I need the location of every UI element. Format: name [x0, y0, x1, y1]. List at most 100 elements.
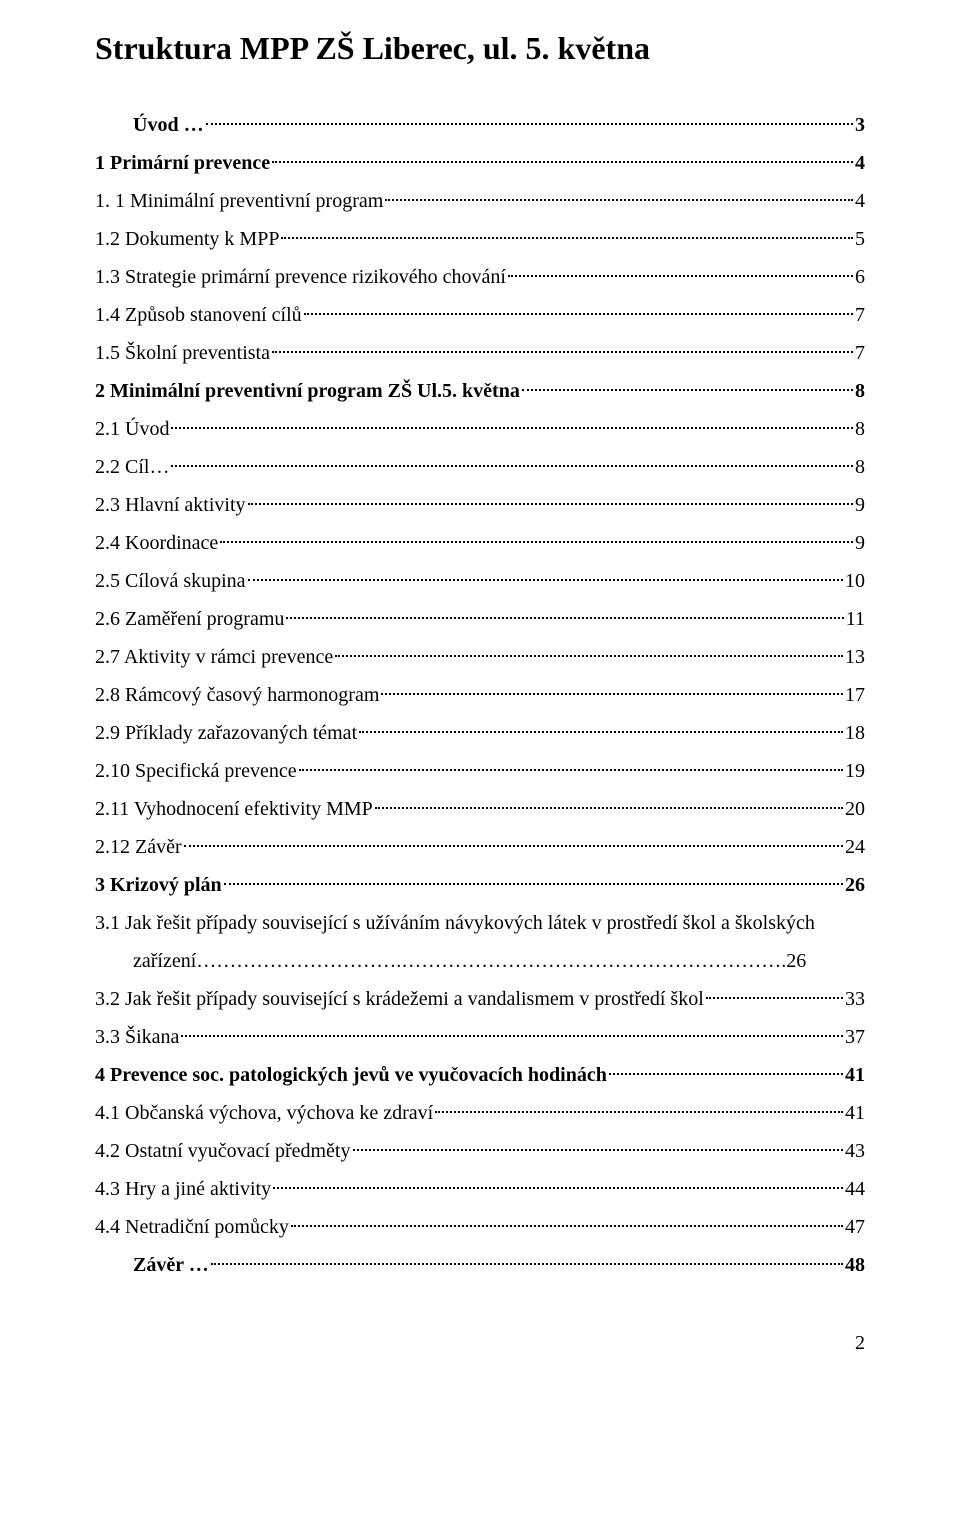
- toc-entry: 2 Minimální preventivní program ZŠ Ul.5.…: [95, 372, 865, 410]
- toc-entry: 2.9 Příklady zařazovaných témat 18: [95, 714, 865, 752]
- toc-leader-dots: [335, 643, 843, 663]
- toc-label: 3.1 Jak řešit případy související s užív…: [95, 904, 865, 942]
- toc-page-number: 37: [845, 1018, 865, 1056]
- toc-leader-dots: [272, 339, 853, 359]
- toc-page-number: 20: [845, 790, 865, 828]
- toc-page-number: 7: [855, 334, 865, 372]
- toc-leader-dots: [224, 871, 843, 891]
- toc-leader-dots: [171, 453, 853, 473]
- toc-page-number: 17: [845, 676, 865, 714]
- toc-label: 2.4 Koordinace: [95, 524, 218, 562]
- toc-leader-dots: [273, 1175, 843, 1195]
- toc-page-number: 6: [855, 258, 865, 296]
- toc-entry: 1.3 Strategie primární prevence rizikové…: [95, 258, 865, 296]
- toc-leader-dots: [281, 225, 853, 245]
- toc-entry: 2.1 Úvod 8: [95, 410, 865, 448]
- toc-page-number: 41: [845, 1056, 865, 1094]
- toc-entry: 4 Prevence soc. patologických jevů ve vy…: [95, 1056, 865, 1094]
- toc-leader-dots: [220, 529, 853, 549]
- toc-label: 1.5 Školní preventista: [95, 334, 270, 372]
- toc-page-number: 43: [845, 1132, 865, 1170]
- toc-page-number: 8: [855, 372, 865, 410]
- toc-label: 2.3 Hlavní aktivity: [95, 486, 246, 524]
- toc-entry: 2.8 Rámcový časový harmonogram 17: [95, 676, 865, 714]
- toc-entry: 4.2 Ostatní vyučovací předměty 43: [95, 1132, 865, 1170]
- toc-leader-dots: [184, 833, 843, 853]
- toc-leader-dots: [609, 1061, 843, 1081]
- toc-entry: Úvod … 3: [95, 106, 865, 144]
- toc-label: 3.3 Šikana: [95, 1018, 179, 1056]
- toc-entry: 1.4 Způsob stanovení cílů 7: [95, 296, 865, 334]
- toc-leader-dots: [385, 187, 853, 207]
- toc-label: Úvod …: [133, 106, 204, 144]
- toc-leader-dots: [291, 1213, 843, 1233]
- toc-entry: 3.2 Jak řešit případy související s krád…: [95, 980, 865, 1018]
- toc-page-number: 18: [845, 714, 865, 752]
- toc-leader-dots: [359, 719, 843, 739]
- toc-leader-dots: [272, 149, 853, 169]
- toc-page-number: 26: [845, 866, 865, 904]
- toc-entry: 2.7 Aktivity v rámci prevence 13: [95, 638, 865, 676]
- toc-page-number: 33: [845, 980, 865, 1018]
- toc-leader-dots: [171, 415, 853, 435]
- toc-entry: 2.11 Vyhodnocení efektivity MMP 20: [95, 790, 865, 828]
- toc-label: 2.1 Úvod: [95, 410, 169, 448]
- toc-entry: 2.6 Zaměření programu 11: [95, 600, 865, 638]
- toc-label: 4.1 Občanská výchova, výchova ke zdraví: [95, 1094, 433, 1132]
- toc-label: 1.4 Způsob stanovení cílů: [95, 296, 302, 334]
- toc-entry: 2.5 Cílová skupina 10: [95, 562, 865, 600]
- toc-label: 2.5 Cílová skupina: [95, 562, 246, 600]
- toc-entry: 2.12 Závěr 24: [95, 828, 865, 866]
- toc-leader-dots: [375, 795, 843, 815]
- toc-page-number: 5: [855, 220, 865, 258]
- toc-label: 2.9 Příklady zařazovaných témat: [95, 714, 357, 752]
- toc-leader-dots: [381, 681, 843, 701]
- toc-label: Závěr …: [133, 1246, 209, 1284]
- toc-entry: 2.10 Specifická prevence 19: [95, 752, 865, 790]
- toc-entry: 1. 1 Minimální preventivní program 4: [95, 182, 865, 220]
- toc-page-number: 4: [855, 144, 865, 182]
- toc-label: 4 Prevence soc. patologických jevů ve vy…: [95, 1056, 607, 1094]
- toc-leader-dots: [211, 1251, 843, 1271]
- toc-label: 3.2 Jak řešit případy související s krád…: [95, 980, 704, 1018]
- toc-leader-dots: [206, 111, 853, 131]
- toc-label: 3 Krizový plán: [95, 866, 222, 904]
- toc-page-number: 19: [845, 752, 865, 790]
- toc-label: 4.3 Hry a jiné aktivity: [95, 1170, 271, 1208]
- page-number: 2: [95, 1324, 865, 1362]
- toc-entry: 3 Krizový plán 26: [95, 866, 865, 904]
- toc-entry: 4.3 Hry a jiné aktivity 44: [95, 1170, 865, 1208]
- toc-label: 1.3 Strategie primární prevence rizikové…: [95, 258, 506, 296]
- table-of-contents: Úvod … 31 Primární prevence 41. 1 Minimá…: [95, 106, 865, 1284]
- toc-label: 1.2 Dokumenty k MPP: [95, 220, 279, 258]
- toc-label: 2.7 Aktivity v rámci prevence: [95, 638, 333, 676]
- toc-label: 2 Minimální preventivní program ZŠ Ul.5.…: [95, 372, 520, 410]
- toc-leader-dots: [181, 1023, 843, 1043]
- toc-page-number: 48: [845, 1246, 865, 1284]
- toc-label: zařízení………………………….…………………………………………………: [133, 942, 781, 980]
- toc-label: 2.8 Rámcový časový harmonogram: [95, 676, 379, 714]
- toc-page-number: 8: [855, 448, 865, 486]
- toc-page-number: 7: [855, 296, 865, 334]
- toc-page-number: 44: [845, 1170, 865, 1208]
- toc-label: 2.6 Zaměření programu: [95, 600, 284, 638]
- toc-page-number: 11: [846, 600, 865, 638]
- toc-page-number: 24: [845, 828, 865, 866]
- toc-page-number: 41: [845, 1094, 865, 1132]
- toc-label: 1. 1 Minimální preventivní program: [95, 182, 383, 220]
- toc-label: 2.2 Cíl…: [95, 448, 169, 486]
- toc-leader-dots: [435, 1099, 843, 1119]
- toc-entry: 2.4 Koordinace 9: [95, 524, 865, 562]
- toc-page-number: 8: [855, 410, 865, 448]
- toc-leader-dots: [508, 263, 853, 283]
- toc-label: 4.4 Netradiční pomůcky: [95, 1208, 289, 1246]
- toc-entry: 4.4 Netradiční pomůcky 47: [95, 1208, 865, 1246]
- toc-leader-dots: [248, 491, 853, 511]
- toc-leader-dots: [706, 985, 843, 1005]
- toc-page-number: 10: [845, 562, 865, 600]
- toc-entry: 1.2 Dokumenty k MPP 5: [95, 220, 865, 258]
- toc-page-number: 47: [845, 1208, 865, 1246]
- toc-leader-dots: [286, 605, 843, 625]
- toc-label: 2.11 Vyhodnocení efektivity MMP: [95, 790, 373, 828]
- toc-label: 4.2 Ostatní vyučovací předměty: [95, 1132, 351, 1170]
